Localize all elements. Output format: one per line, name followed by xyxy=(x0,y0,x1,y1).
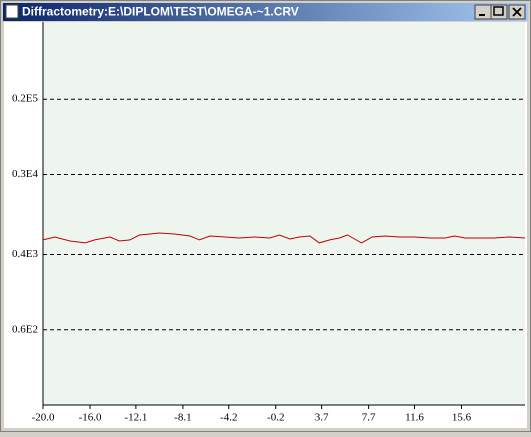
maximize-button[interactable] xyxy=(490,4,508,20)
window-title: Diffractometry:E:\DIPLOM\TEST\OMEGA-~1.C… xyxy=(22,5,299,19)
y-tick-label: 0.4E3 xyxy=(12,248,38,260)
x-tick-label: -16.0 xyxy=(79,412,102,424)
app-icon xyxy=(5,4,19,19)
data-line xyxy=(42,232,526,244)
x-tick-label: 15.6 xyxy=(452,412,472,424)
x-tick-label: 11.6 xyxy=(405,412,424,424)
x-tick-label: 3.7 xyxy=(315,412,329,424)
y-tick-label: 0.2E5 xyxy=(12,93,38,105)
close-button[interactable] xyxy=(508,4,526,20)
x-tick-label: -4.2 xyxy=(220,412,237,424)
plot-area xyxy=(43,22,525,405)
y-tick-label: 0.6E2 xyxy=(12,323,38,335)
x-tick-label: -0.2 xyxy=(267,412,284,424)
x-tick-label: -20.0 xyxy=(32,412,55,424)
x-tick-label: -8.1 xyxy=(174,412,191,424)
y-tick-label: 0.3E4 xyxy=(12,168,38,180)
title-bar xyxy=(3,3,528,21)
x-tick-label: 7.7 xyxy=(362,412,376,424)
minimize-button[interactable] xyxy=(474,4,492,20)
x-tick-label: -12.1 xyxy=(124,412,147,424)
